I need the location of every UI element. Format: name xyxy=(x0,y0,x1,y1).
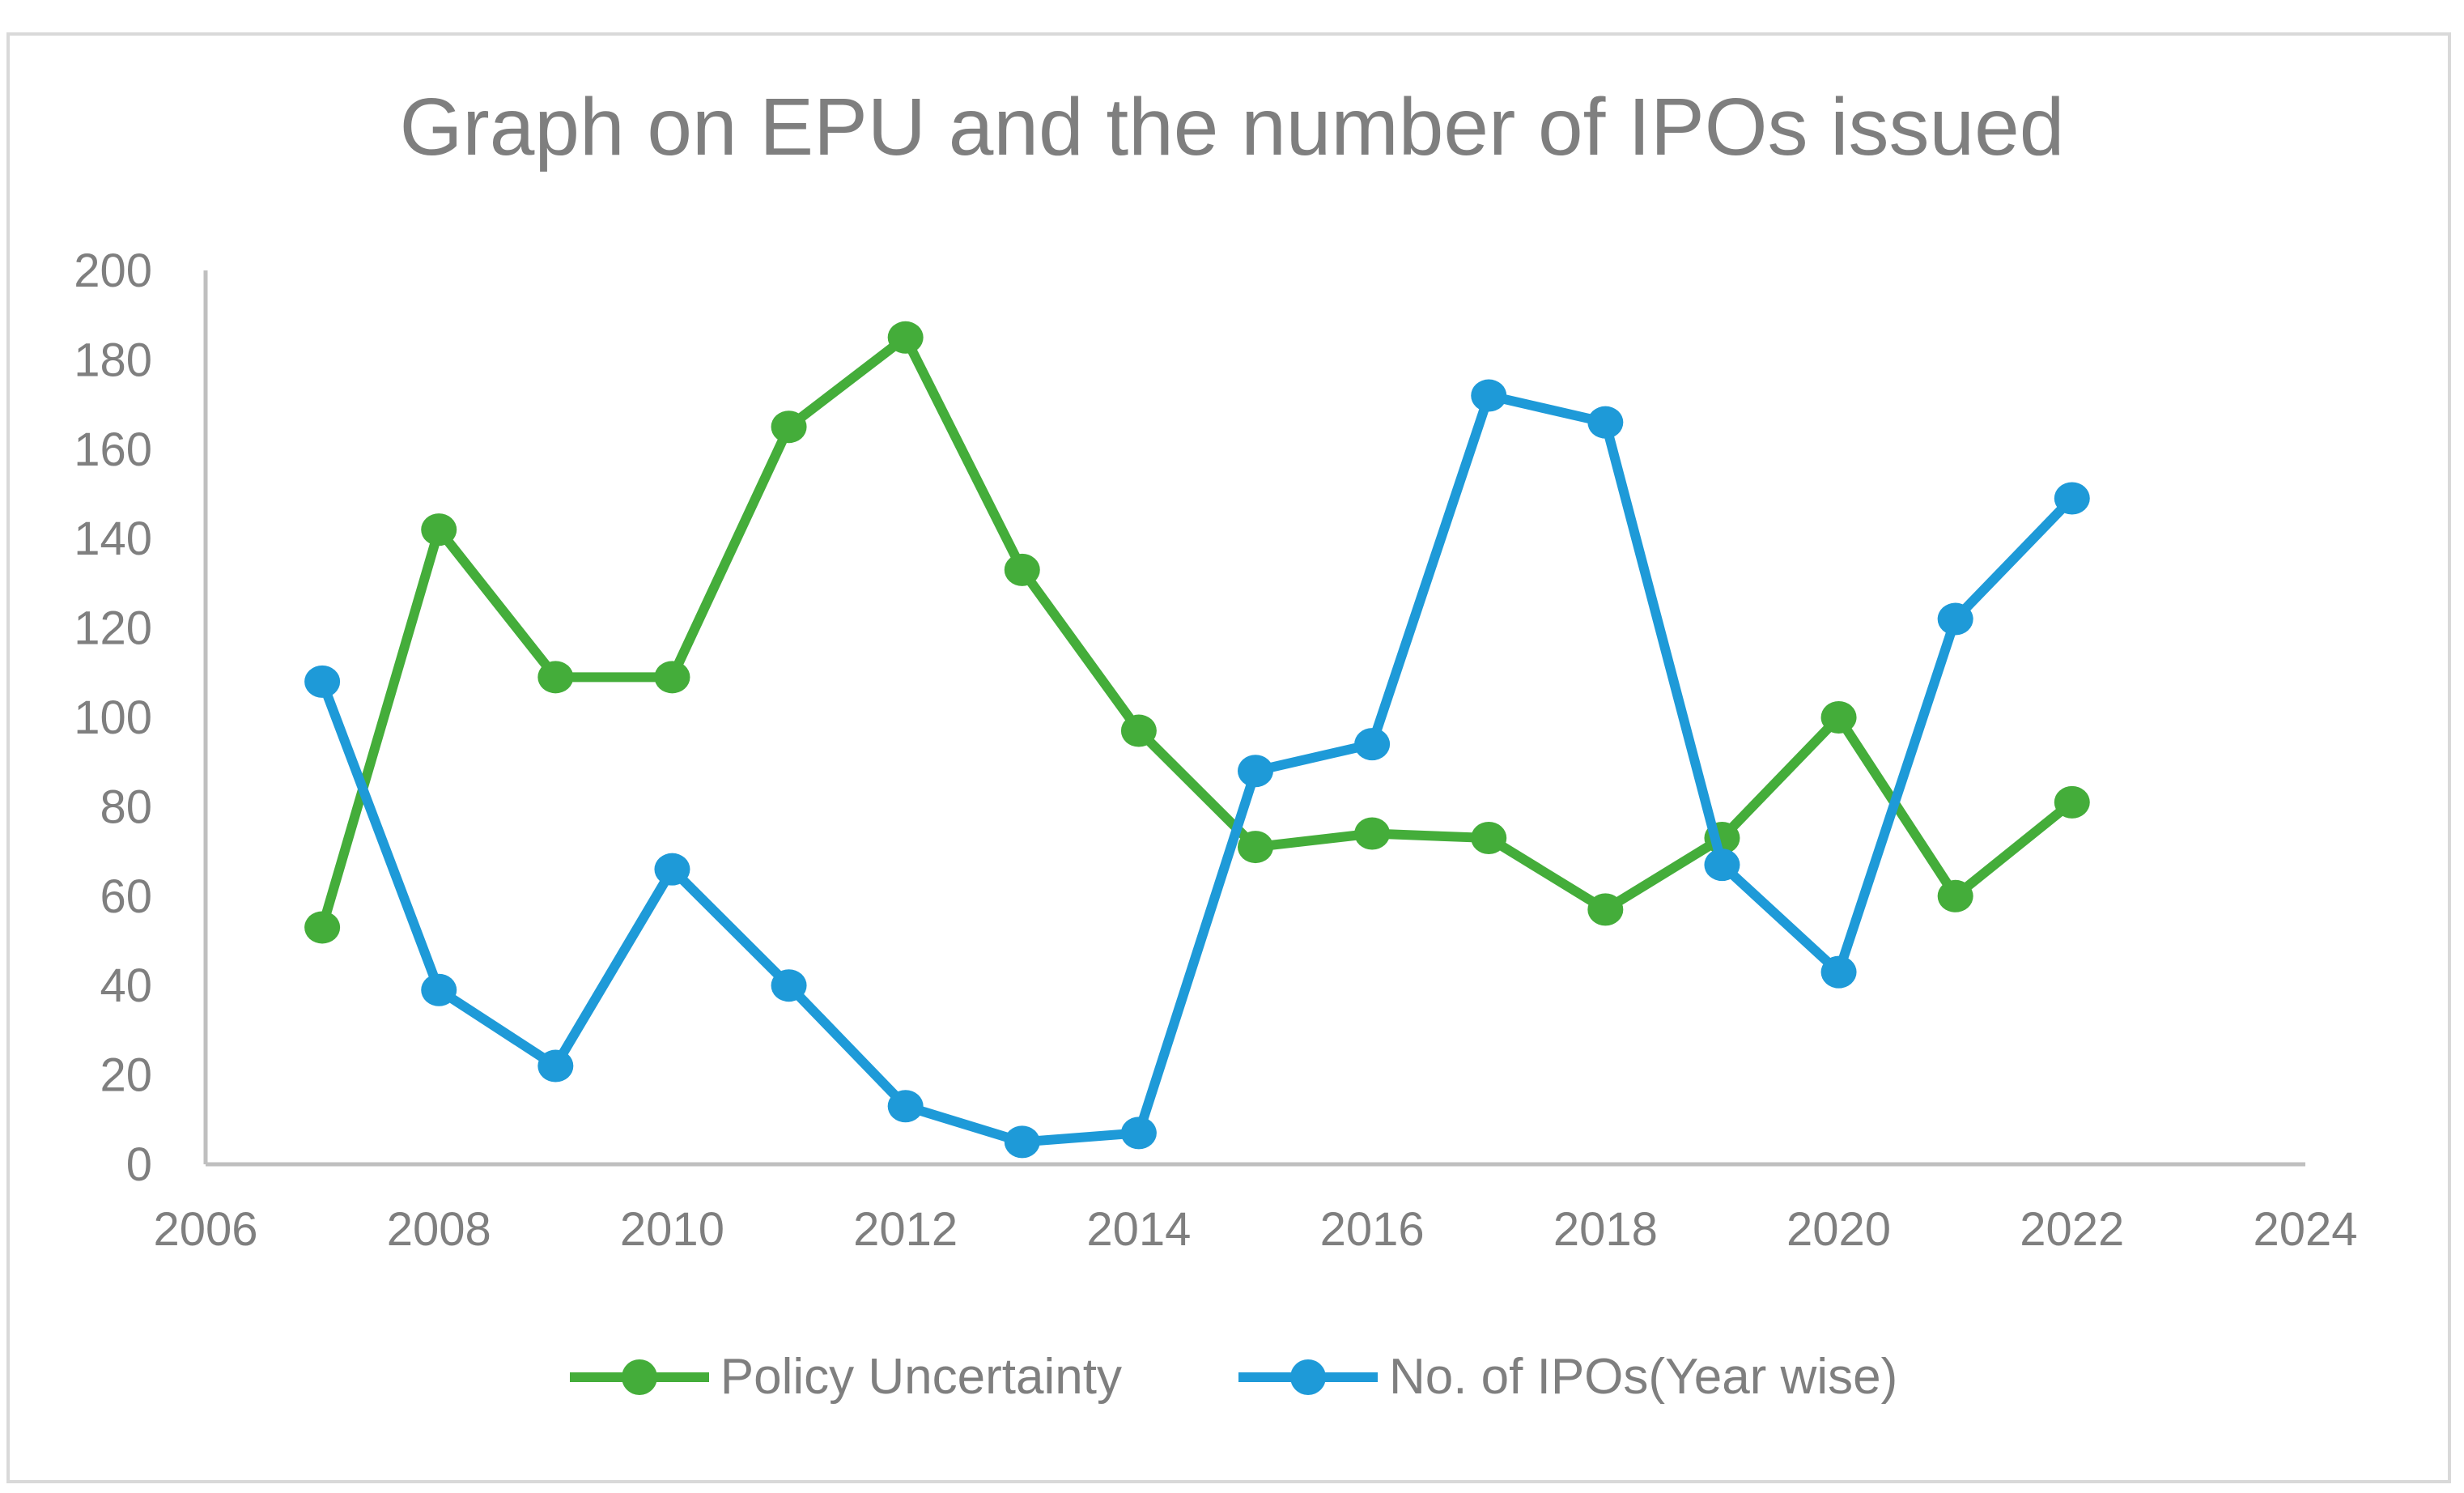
legend-label: No. of IPOs(Year wise) xyxy=(1388,1349,1898,1405)
data-point-0-2011 xyxy=(771,410,807,444)
data-point-0-2021 xyxy=(1937,879,1973,912)
x-tick-label: 2024 xyxy=(2253,1203,2357,1256)
y-tick-label: 60 xyxy=(100,870,152,923)
data-point-1-2012 xyxy=(887,1090,924,1123)
data-point-0-2007 xyxy=(304,911,341,944)
x-tick-label: 2022 xyxy=(2020,1203,2124,1256)
series-line-0 xyxy=(317,332,2075,929)
y-tick-label: 120 xyxy=(74,602,152,655)
legend-marker-icon xyxy=(1238,1359,1378,1395)
legend-item-ipos[interactable]: No. of IPOs(Year wise) xyxy=(1235,1348,1897,1406)
data-point-0-2013 xyxy=(1004,553,1040,586)
legend-label: Policy Uncertainty xyxy=(720,1349,1122,1405)
legend-marker-icon xyxy=(569,1359,709,1395)
data-point-0-2018 xyxy=(1587,893,1624,926)
y-tick-label: 200 xyxy=(74,245,152,297)
data-point-0-2012 xyxy=(887,321,924,354)
data-point-1-2022 xyxy=(2054,482,2090,515)
y-tick-label: 180 xyxy=(74,334,152,386)
data-point-0-2017 xyxy=(1471,822,1507,855)
x-tick-label: 2010 xyxy=(620,1203,724,1256)
data-point-1-2014 xyxy=(1120,1117,1157,1150)
data-point-0-2009 xyxy=(537,661,574,694)
y-tick-label: 140 xyxy=(74,513,152,565)
y-tick-label: 0 xyxy=(126,1138,152,1191)
data-point-0-2016 xyxy=(1354,817,1391,850)
x-tick-label: 2020 xyxy=(1786,1203,1891,1256)
chart-frame xyxy=(6,32,2451,1483)
y-tick-label: 100 xyxy=(74,691,152,744)
data-point-1-2013 xyxy=(1004,1125,1040,1159)
y-tick-label: 20 xyxy=(100,1049,152,1102)
chart-title: Graph on EPU and the number of IPOs issu… xyxy=(399,82,2065,172)
series-line-1 xyxy=(317,390,2076,1147)
data-point-1-2010 xyxy=(654,853,690,886)
data-point-1-2008 xyxy=(421,973,457,1006)
data-point-1-2011 xyxy=(771,969,807,1002)
data-point-1-2009 xyxy=(537,1049,574,1083)
x-tick-label: 2008 xyxy=(387,1203,491,1256)
legend-item-policy-uncertainty[interactable]: Policy Uncertainty xyxy=(567,1348,1122,1406)
y-tick-label: 80 xyxy=(100,781,152,833)
data-point-0-2022 xyxy=(2054,785,2090,819)
data-point-1-2021 xyxy=(1937,602,1973,636)
data-point-0-2008 xyxy=(421,513,457,547)
x-tick-label: 2014 xyxy=(1086,1203,1191,1256)
data-point-0-2010 xyxy=(654,661,690,694)
data-point-1-2018 xyxy=(1587,406,1624,439)
data-point-0-2020 xyxy=(1820,701,1857,734)
data-point-1-2007 xyxy=(304,665,341,698)
x-tick-label: 2018 xyxy=(1553,1203,1658,1256)
x-tick-label: 2006 xyxy=(153,1203,257,1256)
legend: Policy Uncertainty No. of IPOs(Year wise… xyxy=(0,1348,2464,1406)
y-tick-label: 160 xyxy=(74,423,152,476)
data-point-1-2017 xyxy=(1471,379,1507,412)
data-point-1-2016 xyxy=(1354,728,1391,761)
y-tick-label: 40 xyxy=(100,959,152,1012)
x-tick-label: 2012 xyxy=(853,1203,958,1256)
data-point-1-2020 xyxy=(1820,955,1857,989)
data-point-1-2019 xyxy=(1704,849,1740,882)
data-point-1-2015 xyxy=(1238,755,1273,788)
data-point-0-2014 xyxy=(1120,714,1157,747)
x-tick-label: 2016 xyxy=(1320,1203,1425,1256)
data-point-0-2015 xyxy=(1238,831,1273,864)
